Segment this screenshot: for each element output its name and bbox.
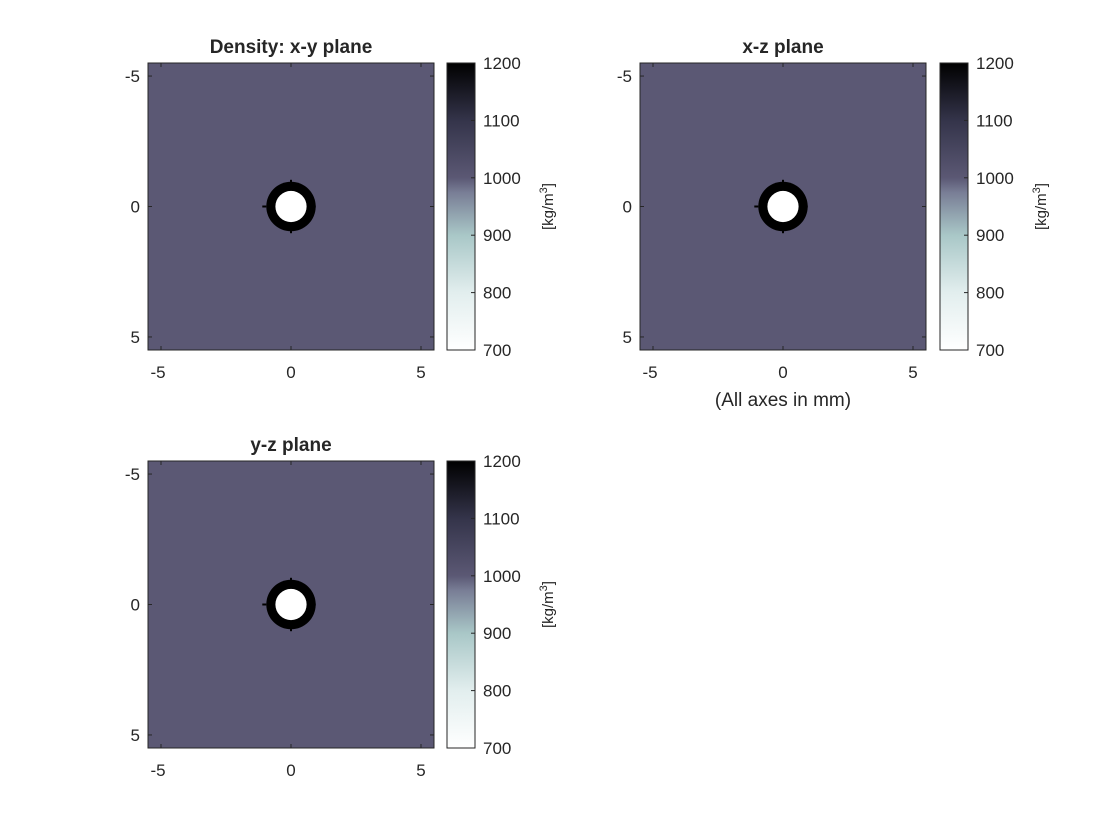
colorbar-tick-label: 1200 xyxy=(483,54,521,73)
colorbar xyxy=(446,62,476,351)
ring-voxel xyxy=(290,577,292,582)
inclusion-core xyxy=(275,190,307,223)
colorbar-label-base: [kg/m xyxy=(1033,193,1050,230)
y-tick-label: 5 xyxy=(623,328,632,347)
x-tick-label: 5 xyxy=(416,363,425,382)
x-tick-label: -5 xyxy=(642,363,657,382)
y-tick-label: -5 xyxy=(125,67,140,86)
y-tick-label: 5 xyxy=(131,726,140,745)
panel-1 xyxy=(147,62,476,351)
x-tick-label: 5 xyxy=(416,761,425,780)
colorbar-tick-label: 900 xyxy=(483,624,511,643)
y-tick-label: -5 xyxy=(617,67,632,86)
colorbar-tick-label: 900 xyxy=(483,226,511,245)
colorbar-tick-label: 1100 xyxy=(483,111,520,130)
y-tick-label: 5 xyxy=(131,328,140,347)
colorbar-tick-label: 1000 xyxy=(976,169,1014,188)
colorbar-label-end: ] xyxy=(540,581,557,585)
ring-voxel xyxy=(262,603,267,606)
colorbar-label: [kg/m3] xyxy=(1031,183,1050,230)
ring-voxel xyxy=(782,229,784,234)
colorbar-tick-label: 800 xyxy=(483,682,511,701)
x-tick-label: -5 xyxy=(150,363,165,382)
colorbar-label-base: [kg/m xyxy=(540,193,557,230)
colorbar-tick-label: 1200 xyxy=(483,452,521,471)
colorbar-label-base: [kg/m xyxy=(540,591,557,628)
colorbar-tick-label: 1000 xyxy=(483,169,521,188)
colorbar-label-sup: 3 xyxy=(538,585,550,591)
inclusion-core xyxy=(767,190,799,223)
colorbar-tick-label: 700 xyxy=(483,341,511,360)
colorbar-tick-label: 800 xyxy=(976,284,1004,303)
colorbar-tick-label: 1100 xyxy=(483,509,520,528)
colorbar-tick-label: 700 xyxy=(976,341,1004,360)
inclusion-core xyxy=(275,588,307,621)
panel-2 xyxy=(639,62,969,351)
ring-voxel xyxy=(803,205,808,208)
x-axis-label: (All axes in mm) xyxy=(715,390,851,411)
colorbar xyxy=(446,460,476,749)
colorbar-label-end: ] xyxy=(1033,183,1050,187)
colorbar-tick-label: 800 xyxy=(483,284,511,303)
y-tick-label: 0 xyxy=(623,198,632,217)
colorbar-tick-label: 1200 xyxy=(976,54,1014,73)
colorbar-label-end: ] xyxy=(540,183,557,187)
plot-title: y-z plane xyxy=(250,435,331,456)
plot-title: x-z plane xyxy=(742,37,823,58)
ring-voxel xyxy=(290,229,292,234)
colorbar-label-sup: 3 xyxy=(1031,187,1043,193)
ring-voxel xyxy=(290,627,292,632)
colorbar-label: [kg/m3] xyxy=(538,183,557,230)
plot-title: Density: x-y plane xyxy=(210,37,373,58)
y-tick-label: 0 xyxy=(131,596,140,615)
colorbar-label: [kg/m3] xyxy=(538,581,557,628)
ring-voxel xyxy=(290,179,292,184)
y-tick-label: 0 xyxy=(131,198,140,217)
x-tick-label: 0 xyxy=(778,363,787,382)
colorbar-tick-label: 1000 xyxy=(483,567,521,586)
panel-3 xyxy=(147,460,476,749)
colorbar-tick-label: 900 xyxy=(976,226,1004,245)
x-tick-label: 0 xyxy=(286,761,295,780)
x-tick-label: -5 xyxy=(150,761,165,780)
x-tick-label: 5 xyxy=(908,363,917,382)
x-tick-label: 0 xyxy=(286,363,295,382)
y-tick-label: -5 xyxy=(125,465,140,484)
ring-voxel xyxy=(754,205,759,208)
colorbar-label-sup: 3 xyxy=(538,187,550,193)
ring-voxel xyxy=(311,205,316,208)
ring-voxel xyxy=(311,603,316,606)
ring-voxel xyxy=(262,205,267,208)
colorbar-tick-label: 1100 xyxy=(976,111,1013,130)
ring-voxel xyxy=(782,179,784,184)
colorbar xyxy=(939,62,969,351)
colorbar-tick-label: 700 xyxy=(483,739,511,758)
